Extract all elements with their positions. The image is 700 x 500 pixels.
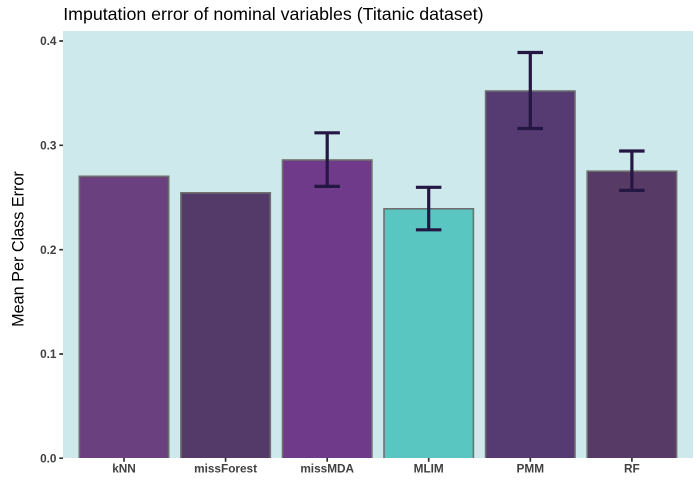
svg-text:MLIM: MLIM	[414, 462, 444, 476]
svg-text:0.1: 0.1	[40, 347, 57, 361]
svg-text:0.3: 0.3	[40, 139, 57, 153]
svg-text:RF: RF	[624, 462, 640, 476]
svg-text:PMM: PMM	[517, 462, 545, 476]
svg-text:0.2: 0.2	[40, 243, 57, 257]
svg-text:missForest: missForest	[194, 462, 257, 476]
svg-text:0.4: 0.4	[40, 34, 57, 48]
svg-text:Mean Per Class Error: Mean Per Class Error	[10, 171, 28, 327]
svg-text:missMDA: missMDA	[300, 462, 354, 476]
svg-text:kNN: kNN	[112, 462, 136, 476]
svg-text:Imputation error of nominal va: Imputation error of nominal variables (T…	[63, 4, 483, 24]
svg-text:0.0: 0.0	[40, 451, 57, 465]
